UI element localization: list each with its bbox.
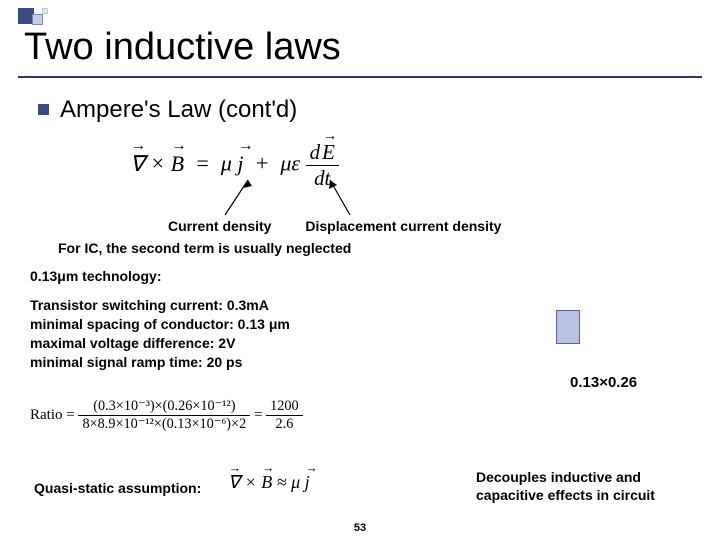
spec-ramp-time: minimal signal ramp time: 20 ps: [30, 353, 290, 372]
spec-voltage: maximal voltage difference: 2V: [30, 334, 290, 353]
page-number: 53: [0, 522, 720, 534]
bullet-icon: [38, 104, 49, 115]
ratio-equation: Ratio = (0.3×10⁻³)×(0.26×10⁻¹²) 8×8.9×10…: [30, 398, 480, 433]
ratio-denominator: 8×8.9×10⁻¹²×(0.13×10⁻⁶)×2: [78, 416, 250, 433]
spec-list: Transistor switching current: 0.3mA mini…: [30, 296, 290, 372]
current-density-label: Current density: [168, 218, 271, 234]
title-underline: [18, 76, 702, 78]
corner-decoration: [18, 8, 108, 28]
spec-switching-current: Transistor switching current: 0.3mA: [30, 296, 290, 315]
ratio-numerator: (0.3×10⁻³)×(0.26×10⁻¹²): [78, 398, 250, 416]
ratio-label: Ratio =: [30, 407, 75, 423]
term-labels: Current density Displacement current den…: [58, 218, 658, 234]
subtitle: Ampere's Law (cont'd): [60, 96, 297, 124]
ratio-eq-num: 1200: [266, 398, 303, 416]
quasi-static-label: Quasi-static assumption:: [34, 480, 201, 496]
quasi-static-equation: ∇ × B ≈ μ j: [228, 472, 310, 493]
highlight-box-icon: [556, 310, 580, 344]
ratio-eq-den: 2.6: [266, 416, 303, 433]
neglect-line: For IC, the second term is usually negle…: [58, 240, 351, 256]
ratio-result: 0.13×0.26: [570, 374, 637, 391]
decouple-text: Decouples inductive and capacitive effec…: [476, 468, 706, 504]
slide-title: Two inductive laws: [24, 26, 341, 69]
technology-line: 0.13μm technology:: [30, 268, 161, 284]
displacement-density-label: Displacement current density: [305, 218, 501, 234]
spec-spacing: minimal spacing of conductor: 0.13 μm: [30, 315, 290, 334]
